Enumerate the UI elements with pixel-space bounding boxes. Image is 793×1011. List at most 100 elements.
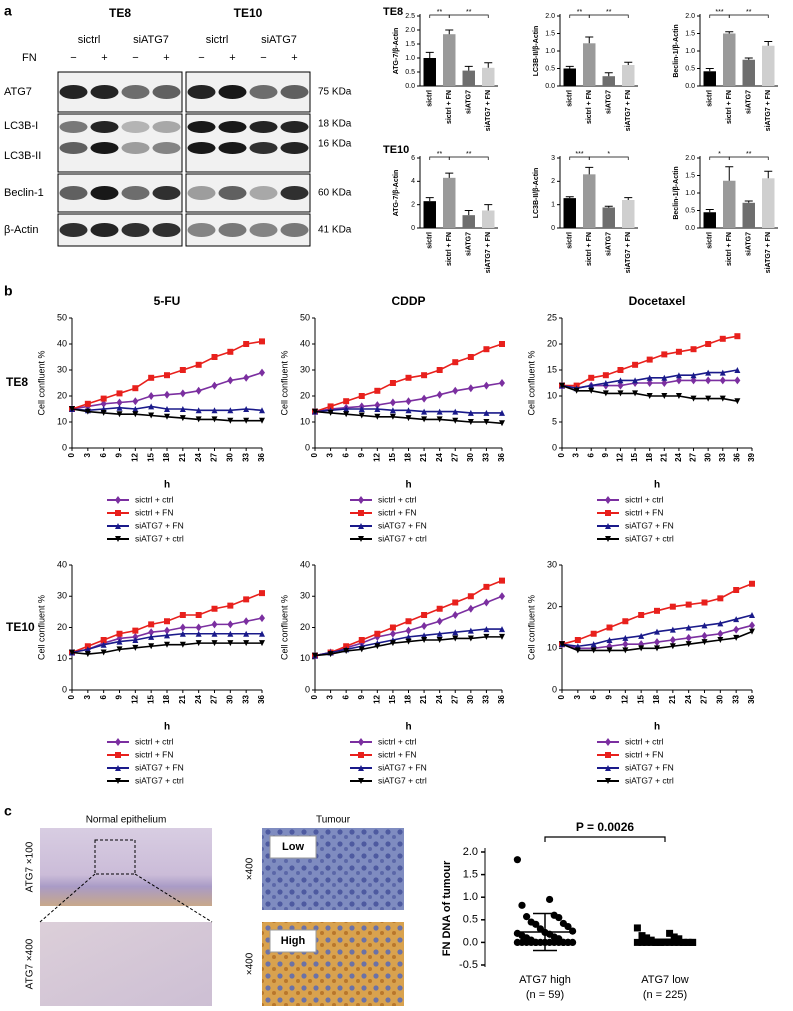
y-tick-label: 2.0: [685, 13, 695, 20]
line-marker: [405, 618, 412, 625]
line-marker: [84, 643, 91, 650]
legend-label: siATG7 + ctrl: [135, 533, 184, 543]
blot-band: [249, 186, 278, 200]
error-bar: [705, 208, 714, 213]
line-marker: [259, 407, 265, 414]
line-marker: [717, 629, 724, 638]
line-marker: [116, 646, 123, 653]
line-marker: [622, 647, 629, 654]
blot-band: [90, 186, 119, 200]
x-tick-label: 15: [146, 452, 155, 461]
line-marker: [421, 394, 428, 403]
legend-label: siATG7 + ctrl: [378, 533, 427, 543]
x-tick-label: sictrl + FN: [586, 232, 593, 266]
x-tick-label: 27: [689, 452, 698, 461]
x-tick-label: 12: [372, 452, 381, 461]
x-tick-label: 21: [178, 452, 187, 461]
error-bar: [425, 197, 434, 202]
bar: [583, 174, 596, 228]
y-tick-label: 50: [300, 312, 310, 322]
bar: [762, 45, 775, 86]
bar: [742, 59, 755, 86]
dot: [633, 924, 641, 932]
blot-band: [187, 223, 216, 237]
line-marker: [195, 416, 202, 423]
blot-band: [152, 121, 181, 133]
line-marker: [405, 374, 412, 381]
line-marker: [116, 411, 123, 418]
line-marker: [84, 400, 91, 407]
line-marker: [358, 393, 365, 399]
line-marker: [100, 637, 107, 643]
line-marker: [690, 376, 697, 385]
line-marker: [669, 643, 676, 650]
line-marker: [749, 628, 755, 635]
bar: [423, 201, 436, 228]
y-tick-label: 0.0: [463, 936, 478, 948]
line-marker: [733, 616, 740, 623]
x-tick-label: siATG7: [606, 90, 613, 114]
line-marker: [100, 409, 107, 416]
y-axis-label: ATG-7/β-Actin: [393, 170, 400, 217]
y-tick-label: 30: [300, 364, 310, 374]
y-tick-label: 4: [411, 178, 415, 185]
x-tick-label: 36: [257, 694, 266, 703]
line-marker: [499, 420, 505, 427]
y-tick-label: -0.5: [459, 959, 478, 971]
line-marker: [179, 389, 186, 398]
legend-marker: [358, 765, 364, 771]
row-label: TE8: [383, 6, 403, 18]
x-axis-label: h: [405, 722, 411, 733]
legend-marker: [605, 523, 611, 529]
line-marker: [259, 368, 265, 377]
line-marker: [436, 617, 443, 626]
x-axis-label: h: [164, 722, 170, 733]
dot: [569, 927, 577, 935]
blot-band: [90, 121, 119, 133]
line-marker: [148, 374, 155, 381]
y-tick-label: 10: [547, 390, 557, 400]
x-tick-label: 6: [99, 694, 108, 699]
line-marker: [389, 398, 396, 407]
line-marker: [243, 341, 250, 347]
error-bar: [604, 72, 613, 77]
x-tick-label: 15: [636, 694, 645, 703]
cell-line-label: TE10: [234, 6, 263, 20]
line-marker: [717, 637, 724, 643]
line-marker: [483, 598, 490, 607]
y-tick-label: 0.5: [685, 207, 695, 214]
line-marker: [69, 406, 75, 412]
line-marker: [705, 369, 712, 376]
line-marker: [646, 356, 653, 363]
y-axis-label: Cell confluent %: [279, 595, 289, 660]
line-marker: [100, 641, 107, 648]
blot-band: [249, 142, 278, 154]
line-marker: [259, 417, 265, 424]
x-tick-label: 12: [620, 694, 629, 703]
dot: [513, 856, 522, 864]
bar: [563, 68, 576, 86]
line-marker: [358, 646, 365, 653]
line-marker: [164, 626, 170, 635]
legend-marker: [115, 510, 121, 516]
line-marker: [374, 643, 381, 650]
line-marker: [421, 621, 428, 630]
y-tick-label: 0: [62, 684, 67, 694]
line-marker: [574, 637, 581, 643]
x-tick-label: 24: [674, 452, 683, 461]
dot: [670, 938, 678, 946]
line-marker: [389, 640, 396, 647]
error-bar: [585, 166, 594, 175]
line-marker: [343, 643, 350, 650]
line-marker: [661, 393, 668, 399]
series-line: [561, 583, 753, 645]
line-marker: [638, 632, 645, 639]
bar: [443, 177, 456, 228]
legend-label: siATG7 + ctrl: [625, 533, 674, 543]
line-marker: [327, 409, 334, 416]
blot-band: [152, 142, 181, 154]
line-marker: [622, 618, 629, 625]
y-tick-label: 1.0: [405, 55, 415, 62]
dot: [564, 922, 572, 931]
line-marker: [719, 395, 726, 402]
